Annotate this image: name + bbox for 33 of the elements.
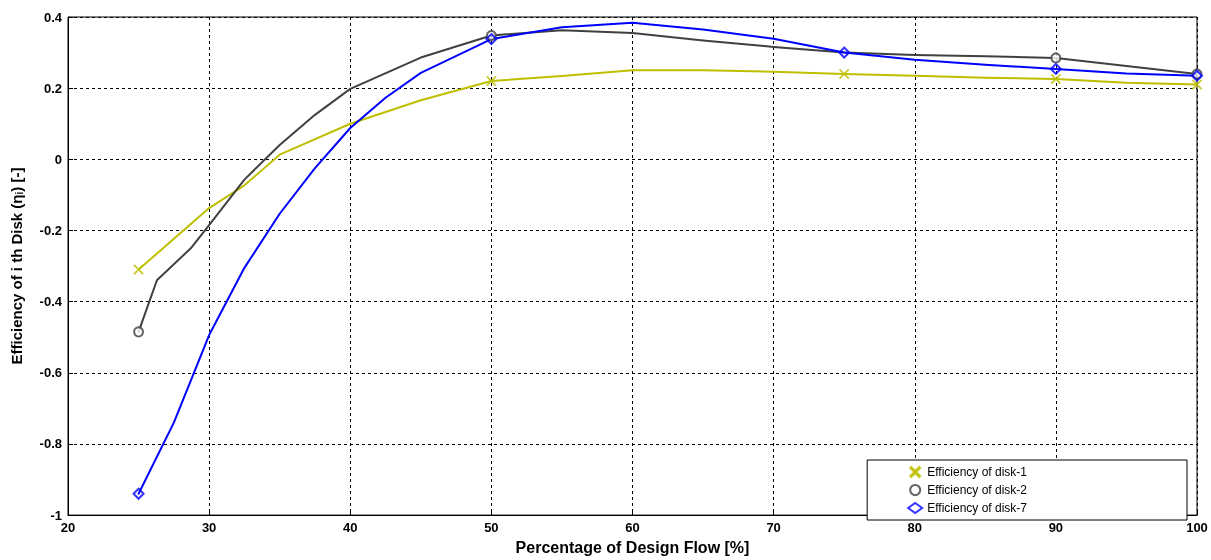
x-tick-label: 100 (1186, 520, 1208, 536)
point (486, 75, 497, 87)
y-tick-label: 0.4 (43, 9, 63, 25)
y-tick-label: -0.6 (39, 365, 62, 381)
x-tick-label: 20 (60, 520, 76, 536)
y-axis-title: Efficiency of i th Disk (ηi) [-] (7, 167, 25, 365)
point (133, 326, 145, 338)
y-tick-label: -0.4 (39, 294, 63, 310)
x-tick-label: 60 (625, 520, 640, 536)
x-tick-label: 80 (907, 520, 922, 536)
point (1050, 73, 1062, 85)
y-tick-label: -0.8 (39, 436, 62, 452)
x-axis-title: Percentage of Design Flow [%] (515, 538, 750, 556)
y-tick-label: -1 (50, 507, 62, 523)
point (132, 487, 145, 500)
y-tick-label: 0 (54, 151, 62, 167)
x-tick-label: 30 (201, 520, 217, 536)
legend-label: Efficiency of disk-1 (927, 465, 1028, 479)
x-tick-label: 50 (484, 520, 499, 536)
point (1050, 52, 1062, 64)
y-tick-label: 0.2 (43, 80, 62, 96)
point (838, 68, 850, 80)
point (838, 46, 851, 59)
point (133, 264, 144, 275)
point (1191, 79, 1203, 90)
x-tick-label: 70 (766, 520, 781, 536)
point (1049, 62, 1062, 75)
point (485, 33, 498, 46)
x-tick-label: 40 (343, 520, 358, 536)
y-tick-label: -0.2 (39, 222, 62, 238)
x-tick-label: 90 (1048, 520, 1064, 536)
legend-label: Efficiency of disk-7 (927, 501, 1028, 515)
legend-label: Efficiency of disk-2 (927, 483, 1028, 497)
